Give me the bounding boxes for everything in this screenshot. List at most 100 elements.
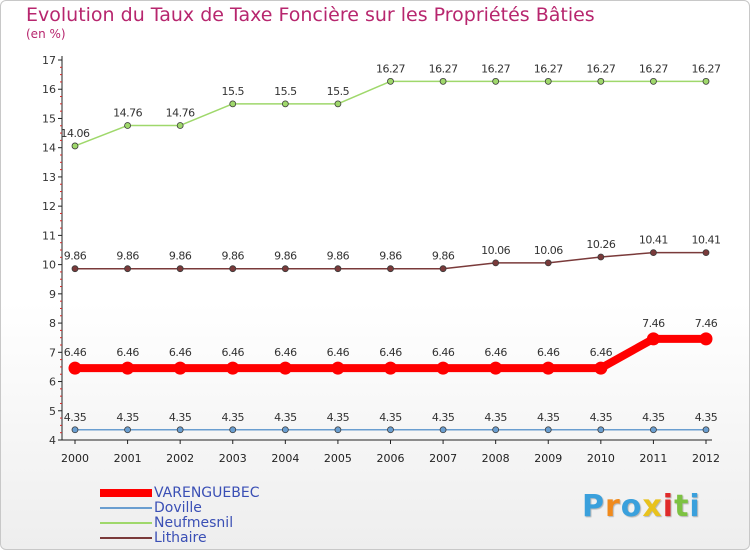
y-minor-tick — [60, 183, 62, 185]
y-minor-tick — [60, 169, 62, 171]
data-label: 4.35 — [695, 411, 718, 424]
x-tick-label: 2005 — [324, 452, 352, 465]
data-label: 16.27 — [692, 62, 721, 75]
data-label: 15.5 — [274, 85, 297, 98]
data-point — [176, 122, 184, 129]
proxiti-logo: Proxiti — [582, 489, 701, 524]
data-label: 15.5 — [222, 85, 245, 98]
data-point — [68, 361, 82, 375]
data-point — [699, 332, 713, 346]
data-point — [597, 77, 605, 85]
logo-letter: i — [689, 489, 701, 524]
y-minor-tick — [60, 271, 62, 273]
x-tick-label: 2011 — [639, 452, 667, 465]
y-minor-tick — [60, 315, 62, 317]
y-tick-label: 12 — [42, 200, 56, 213]
y-minor-tick — [60, 132, 62, 134]
data-label: 9.86 — [274, 250, 297, 263]
legend-swatch-doville — [100, 507, 152, 509]
data-label: 16.27 — [481, 62, 510, 75]
y-tick-label: 13 — [42, 171, 56, 184]
x-tick-label: 2009 — [534, 452, 562, 465]
data-label: 16.27 — [534, 62, 563, 75]
y-minor-tick — [60, 344, 62, 346]
data-label: 9.86 — [116, 250, 139, 263]
data-label: 7.46 — [695, 317, 718, 330]
legend-swatch-lithaire — [100, 537, 152, 539]
data-point — [650, 426, 657, 434]
y-minor-tick — [60, 417, 62, 419]
data-point — [229, 265, 237, 273]
data-point — [436, 361, 450, 375]
y-minor-tick — [60, 139, 62, 141]
data-point — [387, 426, 394, 434]
data-point — [281, 265, 289, 273]
data-label: 16.27 — [429, 62, 458, 75]
data-label: 9.86 — [169, 250, 192, 263]
data-label: 6.46 — [222, 346, 245, 359]
data-label: 9.86 — [222, 250, 245, 263]
data-label: 6.46 — [590, 346, 613, 359]
data-point — [176, 426, 184, 434]
data-label: 10.26 — [586, 238, 615, 251]
data-label: 10.06 — [481, 244, 510, 257]
data-point — [544, 426, 552, 434]
data-point — [439, 426, 447, 434]
data-label: 7.46 — [642, 317, 665, 330]
y-minor-tick — [60, 110, 62, 112]
logo-letter: t — [674, 489, 690, 524]
data-point — [492, 77, 500, 85]
data-label: 14.06 — [61, 127, 90, 140]
data-point — [544, 77, 552, 85]
data-point — [124, 426, 131, 434]
legend-label: Lithaire — [154, 530, 207, 546]
y-tick-label: 10 — [42, 259, 56, 272]
data-point — [384, 361, 397, 375]
y-minor-tick — [60, 154, 62, 156]
y-tick-label: 4 — [49, 434, 56, 447]
data-point — [71, 265, 79, 273]
data-label: 6.46 — [484, 346, 507, 359]
data-label: 4.35 — [537, 411, 560, 424]
data-point — [387, 265, 394, 273]
y-tick-label: 15 — [42, 112, 56, 125]
data-point — [176, 265, 184, 273]
y-minor-tick — [60, 256, 62, 258]
x-tick-label: 2002 — [166, 452, 194, 465]
data-label: 4.35 — [484, 411, 507, 424]
y-minor-tick — [60, 212, 62, 214]
data-label: 6.46 — [64, 346, 87, 359]
data-point — [387, 77, 394, 85]
data-label: 16.27 — [376, 62, 405, 75]
data-label: 4.35 — [64, 411, 87, 424]
data-label: 6.46 — [379, 346, 402, 359]
data-label: 9.86 — [327, 250, 350, 263]
data-point — [281, 100, 289, 108]
data-label: 4.35 — [327, 411, 350, 424]
y-minor-tick — [60, 242, 62, 244]
y-minor-tick — [60, 220, 62, 222]
data-label: 6.46 — [537, 346, 560, 359]
y-minor-tick — [60, 96, 62, 98]
data-label: 6.46 — [116, 346, 139, 359]
data-point — [124, 122, 131, 129]
data-point — [124, 265, 131, 273]
x-tick-label: 2000 — [61, 452, 89, 465]
data-point — [121, 361, 135, 375]
data-label: 10.41 — [692, 234, 721, 247]
y-minor-tick — [60, 337, 62, 339]
x-tick-label: 2004 — [271, 452, 299, 465]
y-minor-tick — [60, 125, 62, 127]
y-minor-tick — [60, 373, 62, 375]
data-point — [650, 77, 657, 85]
data-point — [229, 100, 237, 108]
data-point — [646, 332, 660, 346]
y-minor-tick — [60, 81, 62, 83]
data-point — [334, 100, 342, 108]
data-label: 10.41 — [639, 234, 668, 247]
data-point — [541, 361, 555, 375]
data-point — [334, 426, 342, 434]
y-minor-tick — [60, 249, 62, 251]
data-point — [489, 361, 503, 375]
